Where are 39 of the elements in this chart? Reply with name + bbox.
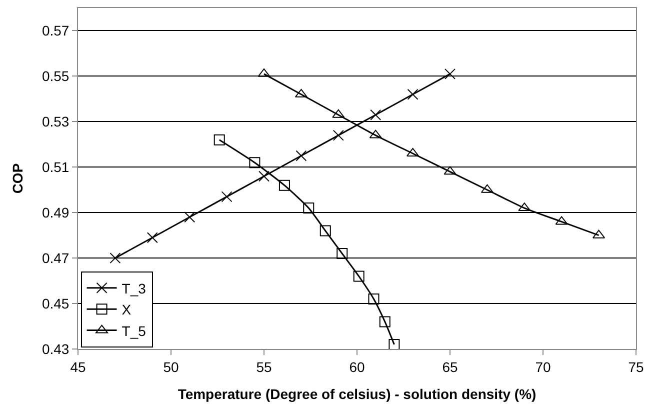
x-tick-label: 70 bbox=[535, 358, 551, 375]
y-tick-label: 0.53 bbox=[42, 114, 70, 130]
point bbox=[296, 150, 307, 162]
point bbox=[407, 88, 418, 100]
point bbox=[278, 180, 290, 191]
point bbox=[336, 248, 348, 260]
x-axis-title: Temperature (Degree of celsius) - solution density (%) bbox=[178, 386, 536, 402]
point bbox=[370, 109, 382, 120]
y-tick-label: 0.49 bbox=[42, 204, 70, 220]
x-tick-label: 45 bbox=[70, 358, 86, 375]
y-tick-label: 0.47 bbox=[42, 250, 70, 266]
x-tick-label: 55 bbox=[256, 358, 272, 375]
point bbox=[258, 170, 270, 182]
x-tick-label: 75 bbox=[628, 358, 644, 375]
point bbox=[221, 191, 232, 202]
legend-label: T_3 bbox=[122, 280, 146, 296]
x-tick-label: 50 bbox=[163, 358, 179, 375]
point bbox=[303, 202, 314, 214]
point bbox=[444, 68, 456, 80]
y-tick-label: 0.45 bbox=[42, 295, 70, 312]
y-axis-title: COP bbox=[10, 163, 26, 194]
y-tick-label: 0.57 bbox=[42, 22, 70, 39]
x-tick-label: 65 bbox=[442, 358, 458, 375]
point bbox=[184, 212, 196, 223]
point bbox=[214, 134, 225, 146]
x-tick-label: 60 bbox=[349, 358, 365, 375]
y-tick-label: 0.43 bbox=[42, 340, 70, 357]
legend-label: X bbox=[122, 302, 132, 318]
point bbox=[368, 293, 380, 304]
y-tick-label: 0.51 bbox=[42, 159, 70, 176]
point bbox=[249, 157, 260, 168]
point bbox=[146, 232, 158, 244]
y-tick-label: 0.55 bbox=[42, 68, 70, 84]
point bbox=[320, 225, 331, 236]
legend-label: T_5 bbox=[122, 322, 146, 339]
point bbox=[110, 252, 121, 264]
point bbox=[353, 270, 364, 282]
point bbox=[332, 130, 344, 141]
point bbox=[379, 316, 390, 328]
